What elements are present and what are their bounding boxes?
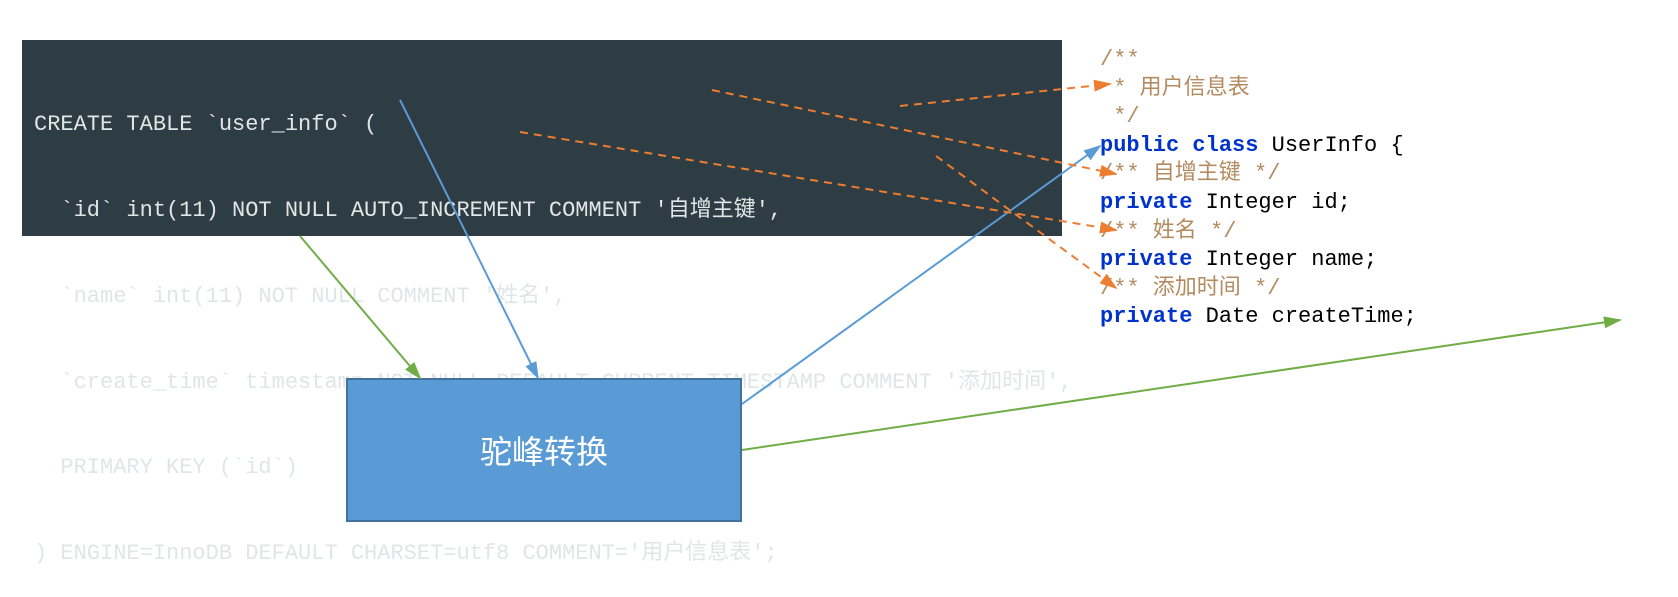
sql-line: ) ENGINE=InnoDB DEFAULT CHARSET=utf8 COM…	[34, 540, 1050, 569]
sql-line: CREATE TABLE `user_info` (	[34, 111, 1050, 140]
transform-label: 驼峰转换	[480, 427, 608, 473]
java-line: private Integer id;	[1100, 189, 1417, 218]
transform-box: 驼峰转换	[346, 378, 742, 522]
sql-line: `name` int(11) NOT NULL COMMENT '姓名',	[34, 283, 1050, 312]
java-line: /** 添加时间 */	[1100, 275, 1417, 304]
java-line: /** 自增主键 */	[1100, 160, 1417, 189]
java-code-block: /** * 用户信息表 */public class UserInfo {/**…	[1100, 46, 1417, 332]
java-line: /** 姓名 */	[1100, 218, 1417, 247]
java-line: /**	[1100, 46, 1417, 75]
sql-line: `id` int(11) NOT NULL AUTO_INCREMENT COM…	[34, 197, 1050, 226]
java-line: private Date createTime;	[1100, 303, 1417, 332]
java-line: */	[1100, 103, 1417, 132]
java-line: public class UserInfo {	[1100, 132, 1417, 161]
java-line: * 用户信息表	[1100, 75, 1417, 104]
java-line: private Integer name;	[1100, 246, 1417, 275]
sql-code-block: CREATE TABLE `user_info` ( `id` int(11) …	[22, 40, 1062, 236]
